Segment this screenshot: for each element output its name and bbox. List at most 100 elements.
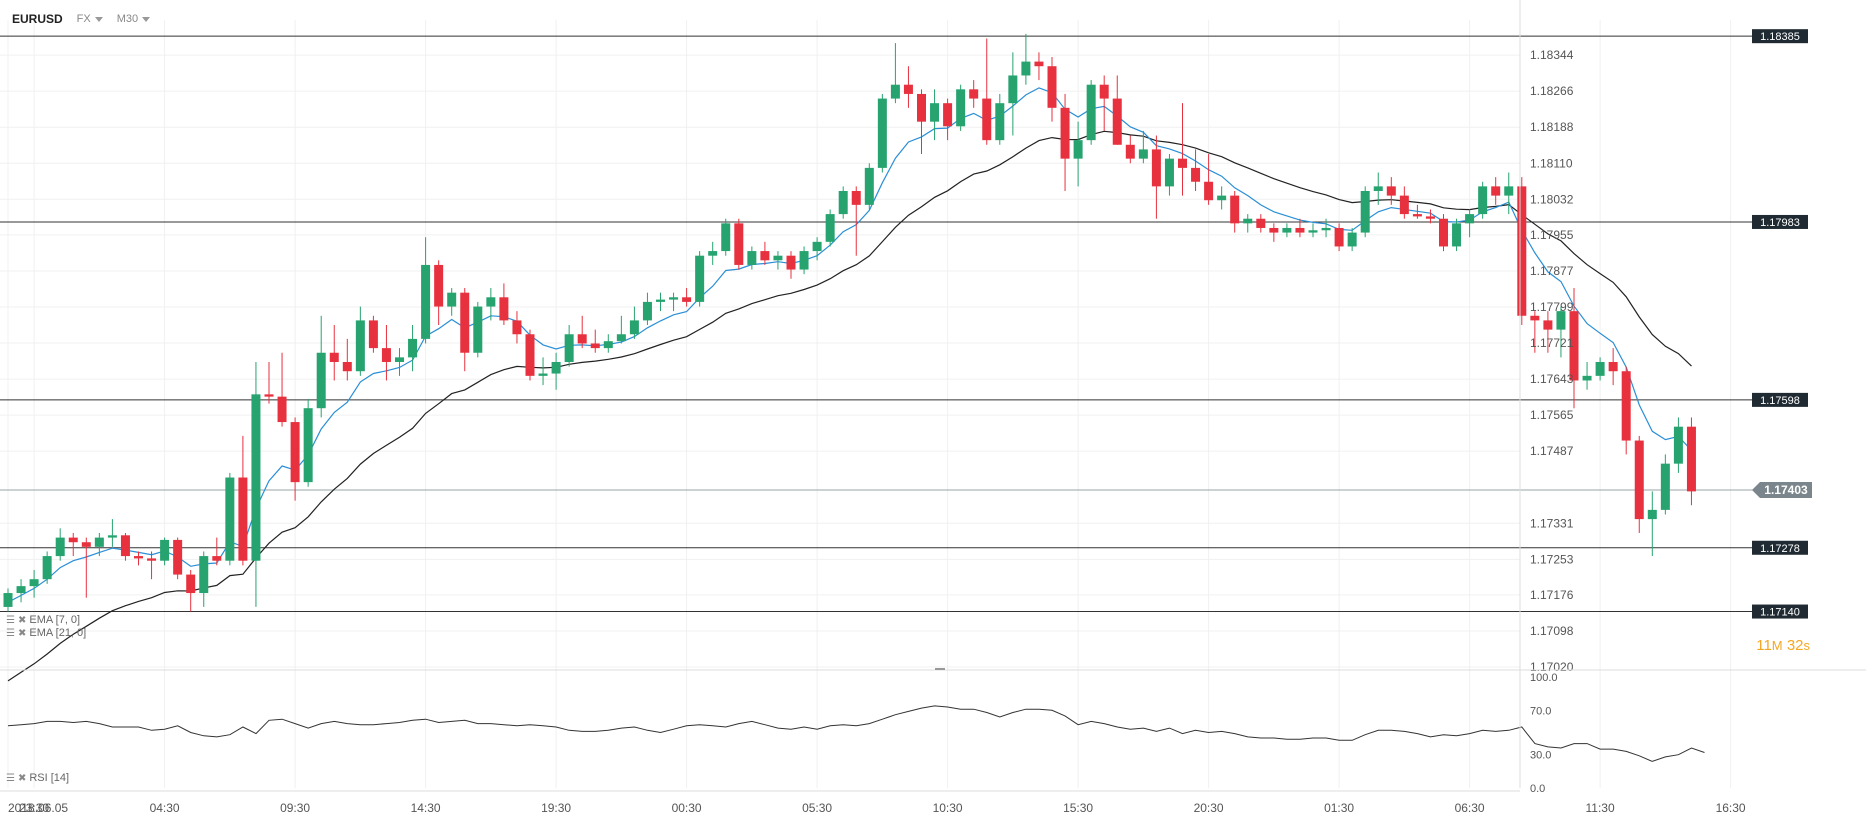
chevron-down-icon xyxy=(94,16,103,22)
candle-down xyxy=(277,396,287,423)
candle-down xyxy=(1256,218,1266,228)
candle-down xyxy=(368,320,378,349)
level-tag xyxy=(1752,604,1808,619)
candle-up xyxy=(225,477,235,561)
settings-icon[interactable]: ☰ xyxy=(6,772,15,784)
candle-up xyxy=(1073,140,1083,159)
candle-up xyxy=(551,361,561,374)
x-tick-label: 01:30 xyxy=(1324,801,1354,815)
horizontal-levels: 1.18385 1.17983 1.17598 1.17278 1.17140 1.174… xyxy=(0,29,1812,619)
rsi-label: RSI [14] xyxy=(29,772,70,784)
candle-up xyxy=(708,251,718,256)
x-tick-label: 14:30 xyxy=(411,801,441,815)
candle-up xyxy=(1452,223,1462,247)
candle-up xyxy=(995,103,1005,141)
candle-up xyxy=(890,84,900,99)
candle-up xyxy=(16,586,26,594)
settings-icon[interactable]: ☰ xyxy=(6,614,15,626)
level-tag xyxy=(1752,214,1808,229)
ema21-line xyxy=(7,130,1692,682)
y-tick-label: 1.18032 xyxy=(1530,192,1574,206)
candle-up xyxy=(1465,214,1475,224)
rsi-indicator[interactable]: ☰ ✖ RSI [14] xyxy=(6,772,69,784)
x-tick-label: 00:30 xyxy=(672,801,702,815)
candle-down xyxy=(1047,66,1057,108)
candle-up xyxy=(930,103,940,122)
rsi-line xyxy=(7,705,1705,762)
candle-up xyxy=(629,320,639,335)
candle-down xyxy=(943,103,953,127)
candle-up xyxy=(877,98,887,168)
candle-down xyxy=(682,297,692,302)
candle-down xyxy=(590,343,600,349)
x-tick-label: 05:30 xyxy=(802,801,832,815)
candle-up xyxy=(94,537,104,547)
candle-down xyxy=(851,190,861,205)
market-label: FX xyxy=(76,13,91,25)
candle-up xyxy=(251,394,261,561)
candle-up xyxy=(447,292,457,307)
candle-down xyxy=(238,477,248,561)
symbol-label[interactable]: EURUSD xyxy=(12,12,63,26)
candle-up xyxy=(55,537,65,557)
candle-up xyxy=(1504,186,1514,196)
close-icon[interactable]: ✖ xyxy=(17,627,27,639)
y-tick-label: 1.17799 xyxy=(1530,300,1574,314)
candle-up xyxy=(355,320,365,372)
current-price-label: 1.17403 xyxy=(1764,483,1808,497)
candle-up xyxy=(486,297,496,307)
candle-up xyxy=(1138,149,1148,159)
timeframe-selector[interactable]: M30 xyxy=(117,13,151,25)
candle-down xyxy=(917,93,926,122)
candle-down xyxy=(134,556,143,559)
rsi-y-tick-label: 0.0 xyxy=(1530,783,1545,795)
close-icon[interactable]: ✖ xyxy=(17,614,27,626)
candle-up xyxy=(1478,186,1488,215)
x-tick-label: 15:30 xyxy=(1063,801,1093,815)
candle-down xyxy=(786,255,796,270)
candle-down xyxy=(1034,61,1044,67)
x-tick-label: 23:30 xyxy=(19,801,49,815)
ema7-indicator[interactable]: ☰ ✖ EMA [7, 0] xyxy=(6,614,80,626)
timer-minutes-unit: M xyxy=(1771,638,1783,653)
market-selector[interactable]: FX xyxy=(77,13,103,25)
candle-up xyxy=(825,214,835,242)
x-tick-label: 04:30 xyxy=(150,801,180,815)
candle-up xyxy=(1673,426,1683,464)
candle-down xyxy=(1099,84,1109,99)
rsi-y-tick-label: 70.0 xyxy=(1530,705,1551,717)
candle-up xyxy=(421,264,431,339)
candle-up xyxy=(29,579,39,587)
candle-down xyxy=(1412,214,1422,217)
ema21-indicator[interactable]: ☰ ✖ EMA [21, 0] xyxy=(6,627,86,639)
candle-down xyxy=(381,348,391,362)
candle-up xyxy=(695,255,705,302)
candle-down xyxy=(81,542,91,547)
x-tick-label: 09:30 xyxy=(280,801,310,815)
candle-up xyxy=(1308,230,1318,233)
candle-down xyxy=(1125,144,1135,159)
level-tag-label: 1.17598 xyxy=(1760,395,1800,407)
candle-up xyxy=(1582,375,1592,381)
candle-down xyxy=(342,361,352,372)
level-tag-label: 1.17983 xyxy=(1760,217,1800,229)
x-tick-label: 10:30 xyxy=(933,801,963,815)
y-tick-label: 1.17877 xyxy=(1530,264,1574,278)
candle-down xyxy=(499,297,509,321)
candle-down xyxy=(1191,167,1201,182)
settings-icon[interactable]: ☰ xyxy=(6,627,15,639)
candle-up xyxy=(199,556,209,594)
candle-up xyxy=(1021,61,1031,76)
level-tag xyxy=(1752,392,1808,407)
candle-countdown: 11M 32s xyxy=(1756,637,1810,654)
candle-down xyxy=(1439,218,1448,247)
level-tag xyxy=(1752,540,1808,555)
candle-up xyxy=(1008,75,1018,104)
candle-down xyxy=(1530,315,1540,321)
candle-down xyxy=(1151,149,1161,187)
candle-down xyxy=(329,352,339,362)
close-icon[interactable]: ✖ xyxy=(17,772,27,784)
candle-up xyxy=(1360,190,1370,233)
level-tag-label: 1.17140 xyxy=(1760,607,1800,619)
